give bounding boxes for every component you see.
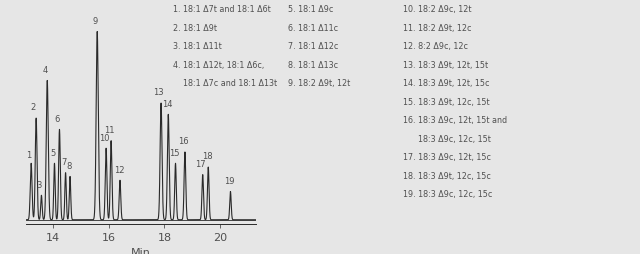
X-axis label: Min: Min [131,248,151,254]
Text: 13: 13 [154,88,164,97]
Text: 13. 18:3 Δ9t, 12t, 15t: 13. 18:3 Δ9t, 12t, 15t [403,61,488,70]
Text: 16: 16 [178,137,189,146]
Text: 16. 18:3 Δ9c, 12t, 15t and: 16. 18:3 Δ9c, 12t, 15t and [403,116,508,125]
Text: 15. 18:3 Δ9t, 12c, 15t: 15. 18:3 Δ9t, 12c, 15t [403,98,490,107]
Text: 14. 18:3 Δ9t, 12t, 15c: 14. 18:3 Δ9t, 12t, 15c [403,79,490,88]
Text: 9. 18:2 Δ9t, 12t: 9. 18:2 Δ9t, 12t [288,79,350,88]
Text: 18:3 Δ9c, 12c, 15t: 18:3 Δ9c, 12c, 15t [403,135,491,144]
Text: 18. 18:3 Δ9t, 12c, 15c: 18. 18:3 Δ9t, 12c, 15c [403,172,491,181]
Text: 12. 8:2 Δ9c, 12c: 12. 8:2 Δ9c, 12c [403,42,468,51]
Text: 17: 17 [195,160,206,169]
Text: 8. 18:1 Δ13c: 8. 18:1 Δ13c [288,61,338,70]
Text: 5. 18:1 Δ9c: 5. 18:1 Δ9c [288,5,333,14]
Text: 18:1 Δ7c and 18:1 Δ13t: 18:1 Δ7c and 18:1 Δ13t [173,79,277,88]
Text: 11: 11 [104,126,115,135]
Text: 9: 9 [92,17,98,26]
Text: 1: 1 [26,151,31,160]
Text: 4. 18:1 Δ12t, 18:1 Δ6c,: 4. 18:1 Δ12t, 18:1 Δ6c, [173,61,264,70]
Text: 12: 12 [114,166,124,174]
Text: 19: 19 [224,177,235,186]
Text: 7: 7 [61,158,67,167]
Text: 14: 14 [162,100,172,109]
Text: 11. 18:2 Δ9t, 12c: 11. 18:2 Δ9t, 12c [403,24,472,33]
Text: 3. 18:1 Δ11t: 3. 18:1 Δ11t [173,42,221,51]
Text: 10: 10 [99,134,109,142]
Text: 18: 18 [202,152,212,161]
Text: 2: 2 [30,103,35,113]
Text: 15: 15 [169,149,179,158]
Text: 4: 4 [42,66,47,75]
Text: 17. 18:3 Δ9c, 12t, 15c: 17. 18:3 Δ9c, 12t, 15c [403,153,492,162]
Text: 5: 5 [50,149,56,158]
Text: 19. 18:3 Δ9c, 12c, 15c: 19. 18:3 Δ9c, 12c, 15c [403,190,493,199]
Text: 8: 8 [66,162,71,171]
Text: 7. 18:1 Δ12c: 7. 18:1 Δ12c [288,42,339,51]
Text: 1. 18:1 Δ7t and 18:1 Δ6t: 1. 18:1 Δ7t and 18:1 Δ6t [173,5,271,14]
Text: 3: 3 [36,181,42,190]
Text: 6: 6 [55,115,60,124]
Text: 2. 18:1 Δ9t: 2. 18:1 Δ9t [173,24,217,33]
Text: 10. 18:2 Δ9c, 12t: 10. 18:2 Δ9c, 12t [403,5,472,14]
Text: 6. 18:1 Δ11c: 6. 18:1 Δ11c [288,24,338,33]
